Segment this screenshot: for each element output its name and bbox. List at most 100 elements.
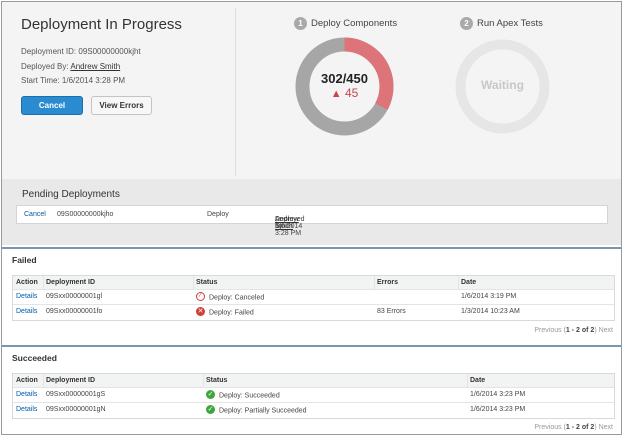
succeeded-header-deployment-id: Deployment ID (46, 377, 96, 384)
failed-section-title: Failed (12, 255, 37, 265)
succeeded-header-action: Action (16, 377, 38, 384)
deployed-by-line: Deployed By: Andrew Smith (21, 62, 120, 71)
pending-deployments-section: Pending Deployments Cancel 09S00000000kj… (2, 179, 621, 245)
start-time-value: 1/6/2014 3:28 PM (61, 76, 126, 85)
step-1-label: Deploy Components (311, 18, 398, 29)
deployment-status-text: Deploy: Succeeded (219, 392, 280, 400)
deployment-status: ✕ Deploy: Failed (196, 307, 254, 317)
failed-header-date: Date (461, 279, 477, 286)
run-apex-tests-progress-ring: Waiting (452, 36, 553, 137)
next-page-link[interactable]: Next (598, 327, 613, 334)
table-row: Details 09Sxx00000001gN ✓ Deploy: Partial… (13, 403, 614, 418)
deployment-id: 09Sxx00000001gl (46, 293, 103, 300)
deployment-status-text: Deploy: Partially Succeeded (219, 407, 307, 415)
table-row: Details 09Sxx00000001gS ✓ Deploy: Succeed… (13, 388, 614, 403)
error-count-value: 45 (344, 86, 359, 100)
deployment-status-text: Deploy: Canceled (209, 294, 265, 302)
step-run-apex-tests: 2 Run Apex Tests (460, 17, 543, 30)
pending-deployments-title: Pending Deployments (22, 189, 120, 200)
details-link[interactable]: Details (16, 391, 38, 398)
column-divider (203, 374, 204, 387)
table-row: Details 09Sxx00000001gl ⁄ Deploy: Cancele… (13, 290, 614, 305)
cancel-deployment-button[interactable]: Cancel (21, 96, 83, 115)
details-link[interactable]: Details (16, 293, 38, 300)
panel-divider (235, 8, 236, 176)
column-divider (458, 276, 459, 289)
column-divider (193, 276, 194, 289)
column-divider (467, 374, 468, 387)
deployment-id: 09Sxx00000001fo (46, 308, 103, 315)
succeeded-table: Action Deployment ID Status Date Details… (12, 373, 615, 419)
failed-header-errors: Errors (377, 279, 399, 286)
start-time-line: Start Time: 1/6/2014 3:28 PM (21, 76, 125, 85)
failed-header-deployment-id: Deployment ID (46, 279, 96, 286)
deployment-status: ✓ Deploy: Partially Succeeded (206, 405, 307, 415)
error-count: ▲ 45 (294, 86, 395, 100)
step-1-number-badge: 1 (294, 17, 307, 30)
deployment-id: 09Sxx00000001gS (46, 391, 106, 398)
failed-pagination: Previous (1 - 2 of 2) Next (534, 327, 613, 334)
pending-deployed-by-prefix: Deployed by (275, 216, 305, 230)
deployed-by-link[interactable]: Andrew Smith (70, 62, 121, 71)
deployment-status-text: Deploy: Failed (209, 309, 254, 317)
view-errors-button[interactable]: View Errors (91, 96, 152, 115)
pending-cancel-link[interactable]: Cancel (24, 211, 46, 218)
succeeded-header-status: Status (206, 377, 228, 384)
step-2-number-badge: 2 (460, 17, 473, 30)
deployment-date: 1/3/2014 10:23 AM (461, 308, 520, 315)
previous-page-link[interactable]: Previous (534, 424, 562, 431)
deployed-by-label: Deployed By: (21, 62, 69, 71)
progress-count: 302/450 (321, 71, 368, 86)
failed-table: Action Deployment ID Status Errors Date … (12, 275, 615, 321)
warning-icon: ▲ (330, 88, 342, 100)
column-divider (43, 374, 44, 387)
page-range: 1 - 2 of 2 (565, 327, 595, 334)
deployment-id-label: Deployment ID: (21, 47, 77, 56)
succeeded-section-title: Succeeded (12, 353, 57, 363)
succeeded-section: Succeeded Action Deployment ID Status Da… (2, 345, 621, 434)
failed-table-header: Action Deployment ID Status Errors Date (13, 276, 614, 290)
failed-header-action: Action (16, 279, 38, 286)
deployment-id-value: 09S00000000kjht (78, 47, 141, 56)
waiting-ring-graphic (455, 39, 550, 134)
page-range: 1 - 2 of 2 (565, 424, 595, 431)
deployment-id-line: Deployment ID: 09S00000000kjht (21, 47, 141, 56)
pending-deployed-date: , 1/6/2014 3:28 PM (275, 216, 303, 237)
deployment-date: 1/6/2014 3:19 PM (461, 293, 517, 300)
deployment-progress-panel: Deployment In Progress Deployment ID: 09… (2, 2, 621, 179)
failed-header-status: Status (196, 279, 218, 286)
success-icon: ✓ (206, 405, 215, 414)
deployment-date: 1/6/2014 3:23 PM (470, 391, 526, 398)
table-row: Details 09Sxx00000001fo ✕ Deploy: Failed … (13, 305, 614, 320)
progress-ring-fill (295, 37, 394, 136)
deployment-errors: 83 Errors (377, 308, 406, 315)
canceled-icon: ⁄ (196, 292, 205, 301)
succeeded-table-header: Action Deployment ID Status Date (13, 374, 614, 388)
start-time-label: Start Time: (21, 76, 60, 85)
waiting-ring-track (455, 39, 550, 134)
deployment-id: 09Sxx00000001gN (46, 406, 106, 413)
column-divider (374, 276, 375, 289)
pending-deployment-row: Cancel 09S00000000kjho Deploy Deployed b… (16, 205, 608, 237)
pending-deployment-id: 09S00000000kjho (57, 211, 114, 218)
column-divider (43, 276, 44, 289)
step-2-label: Run Apex Tests (477, 18, 543, 29)
progress-ring-graphic (295, 37, 394, 136)
success-icon: ✓ (206, 390, 215, 399)
waiting-status: Waiting (481, 78, 524, 92)
details-link[interactable]: Details (16, 308, 38, 315)
failed-icon: ✕ (196, 307, 205, 316)
details-link[interactable]: Details (16, 406, 38, 413)
step-deploy-components: 1 Deploy Components (294, 17, 397, 30)
deployment-date: 1/6/2014 3:23 PM (470, 406, 526, 413)
next-page-link[interactable]: Next (598, 424, 613, 431)
deploy-components-progress-ring: 302/450 ▲ 45 (294, 36, 395, 137)
succeeded-header-date: Date (470, 377, 486, 384)
previous-page-link[interactable]: Previous (534, 327, 562, 334)
failed-section: Failed Action Deployment ID Status Error… (2, 247, 621, 339)
pending-deployed-by-link[interactable]: Andrew Smith (275, 216, 299, 230)
pending-deployment-type: Deploy (207, 211, 229, 218)
deployment-status: ⁄ Deploy: Canceled (196, 292, 265, 302)
deployment-status: ✓ Deploy: Succeeded (206, 390, 280, 400)
